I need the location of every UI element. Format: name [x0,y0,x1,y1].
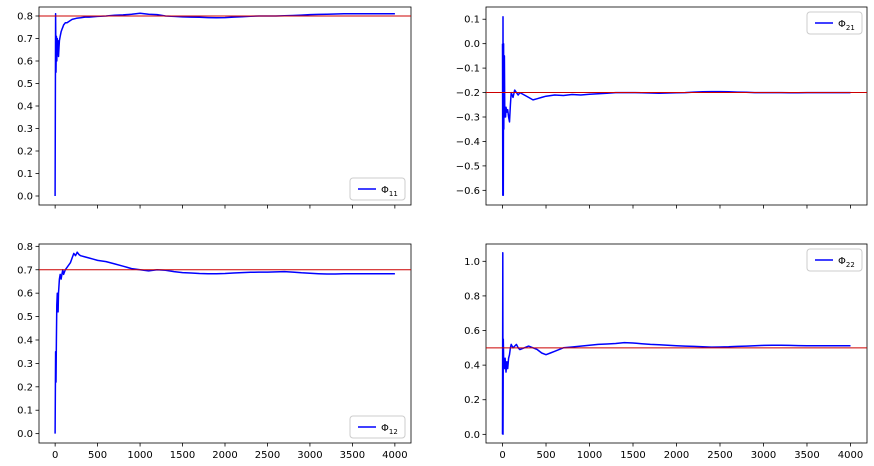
y-tick-label: 0.1 [17,169,33,180]
y-tick-label: 0.8 [17,242,33,253]
x-tick-label: 4000 [382,450,407,461]
x-tick-label: 1500 [170,450,195,461]
x-tick-label: 500 [88,450,107,461]
y-tick-label: 0.6 [464,326,480,337]
x-tick-label: 3500 [794,450,819,461]
x-tick-label: 2000 [664,450,689,461]
y-tick-label: −0.1 [456,64,480,75]
legend-phi11: Φ11 [349,177,406,201]
y-tick-label: 0.6 [17,289,33,300]
legend-box [349,177,406,201]
y-tick-label: 0.1 [17,406,33,417]
x-tick-label: 500 [536,450,555,461]
legend-box [349,415,406,439]
y-tick-label: 0.0 [464,39,480,50]
y-tick-label: −0.4 [456,137,480,148]
x-tick-label: 2000 [212,450,237,461]
y-tick-label: 0.8 [17,12,33,23]
y-tick-label: 0.7 [17,34,33,45]
subplot-phi12: 0.0 0.1 0.2 0.3 0.4 0.5 0.6 0.7 0.8 0 500 1000 1500 2… [17,242,412,461]
y-tick-label: −0.6 [456,186,480,197]
x-tick-label: 3500 [340,450,365,461]
x-tick-label: 3000 [751,450,776,461]
legend-phi12: Φ12 [349,415,406,439]
y-tick-label: 0.2 [17,382,33,393]
x-tick-label: 3000 [297,450,322,461]
x-tick-label: 1000 [577,450,602,461]
y-tick-label: 0.4 [17,102,33,113]
legend-phi22: Φ22 [806,248,863,272]
legend-phi21: Φ21 [806,11,863,35]
y-tick-label: −0.3 [456,113,480,124]
y-tick-label: 0.8 [464,291,480,302]
x-tick-label: 0 [52,450,58,461]
series-line-22 [501,251,851,436]
y-tick-label: 1.0 [464,257,480,268]
y-tick-label: 0.3 [17,359,33,370]
y-tick-label: 0.1 [464,15,480,26]
x-tick-label: 2500 [707,450,732,461]
y-tick-label: 0.0 [464,430,480,441]
series-line-12 [54,251,395,434]
y-tick-label: 0.2 [17,147,33,158]
y-tick-label: 0.4 [464,361,480,372]
legend-label-phi21: Φ21 [838,19,855,32]
legend-box [806,11,863,35]
y-tick-label: 0.3 [17,124,33,135]
y-tick-label: 0.5 [17,312,33,323]
legend-label-phi12: Φ12 [381,423,398,436]
subplot-phi22: 0.0 0.2 0.4 0.6 0.8 1.0 0 500 1000 1500 2000 2500 30… [464,243,868,461]
legend-label-phi11: Φ11 [381,185,398,198]
y-tick-label: −0.5 [456,161,480,172]
y-tick-label: 0.4 [17,335,33,346]
x-tick-label: 0 [499,450,505,461]
y-tick-label: −0.2 [456,88,480,99]
y-tick-label: 0.0 [17,192,33,203]
legend-box [806,248,863,272]
legend-label-phi22: Φ22 [838,256,855,269]
x-tick-label: 1000 [127,450,152,461]
y-tick-label: 0.6 [17,57,33,68]
x-tick-label: 4000 [838,450,863,461]
x-tick-label: 2500 [255,450,280,461]
subplot-phi21: −0.6 −0.5 −0.4 −0.3 −0.2 −0.1 0.0 0.1 Φ21 [456,6,868,209]
series-line-11 [54,12,395,197]
subplot-phi11: 0.0 0.1 0.2 0.3 0.4 0.5 0.6 0.7 0.8 Φ11 [17,6,412,209]
y-tick-label: 0.5 [17,79,33,90]
y-tick-label: 0.2 [464,395,480,406]
x-tick-label: 1500 [620,450,645,461]
y-tick-label: 0.7 [17,265,33,276]
y-tick-label: 0.0 [17,429,33,440]
